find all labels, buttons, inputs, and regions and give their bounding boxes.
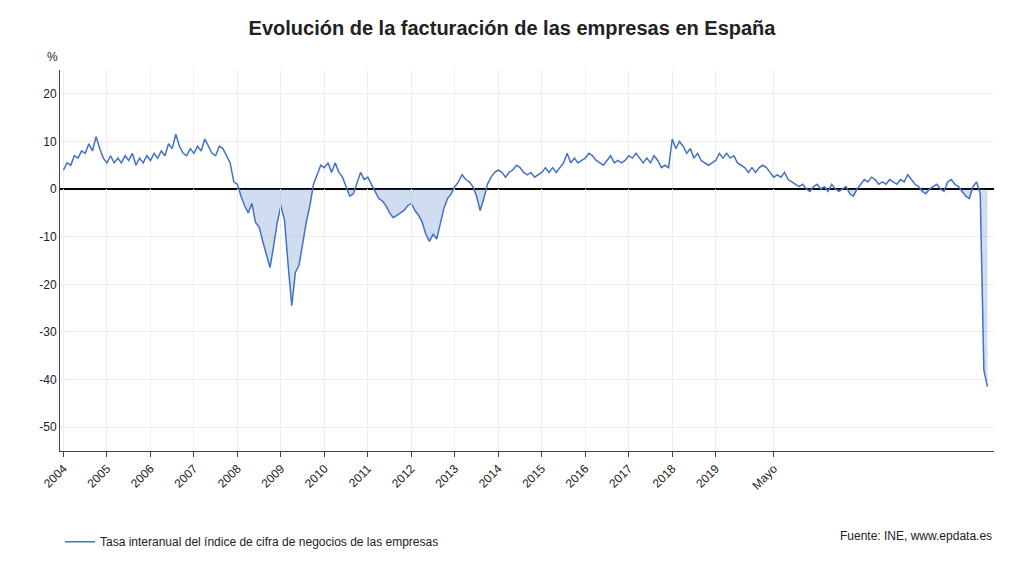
svg-text:2012: 2012	[389, 462, 418, 491]
svg-text:Evolución de la facturación de: Evolución de la facturación de las empre…	[249, 17, 777, 39]
svg-text:2015: 2015	[519, 462, 548, 491]
svg-text:2019: 2019	[693, 462, 722, 491]
svg-text:-30: -30	[39, 325, 57, 339]
svg-text:-20: -20	[39, 278, 57, 292]
svg-text:2010: 2010	[302, 462, 331, 491]
svg-text:Fuente: INE, www.epdata.es: Fuente: INE, www.epdata.es	[840, 529, 992, 543]
svg-text:10: 10	[43, 135, 57, 149]
svg-text:2018: 2018	[650, 462, 679, 491]
svg-text:2007: 2007	[172, 462, 201, 491]
svg-text:2016: 2016	[563, 462, 592, 491]
svg-text:2017: 2017	[606, 462, 635, 491]
svg-text:20: 20	[43, 87, 57, 101]
svg-text:-50: -50	[39, 420, 57, 434]
svg-text:-10: -10	[39, 230, 57, 244]
svg-text:2009: 2009	[258, 462, 287, 491]
svg-text:2008: 2008	[215, 462, 244, 491]
svg-text:Tasa interanual del índice de: Tasa interanual del índice de cifra de n…	[100, 535, 438, 549]
svg-text:Mayo: Mayo	[749, 462, 780, 493]
svg-text:2011: 2011	[346, 462, 374, 490]
svg-text:0: 0	[50, 182, 57, 196]
svg-text:2004: 2004	[41, 462, 70, 491]
svg-text:-40: -40	[39, 373, 57, 387]
svg-text:2005: 2005	[85, 462, 114, 491]
svg-text:2006: 2006	[128, 462, 157, 491]
svg-text:2013: 2013	[432, 462, 461, 491]
svg-text:2014: 2014	[476, 462, 505, 491]
svg-text:%: %	[47, 50, 58, 64]
